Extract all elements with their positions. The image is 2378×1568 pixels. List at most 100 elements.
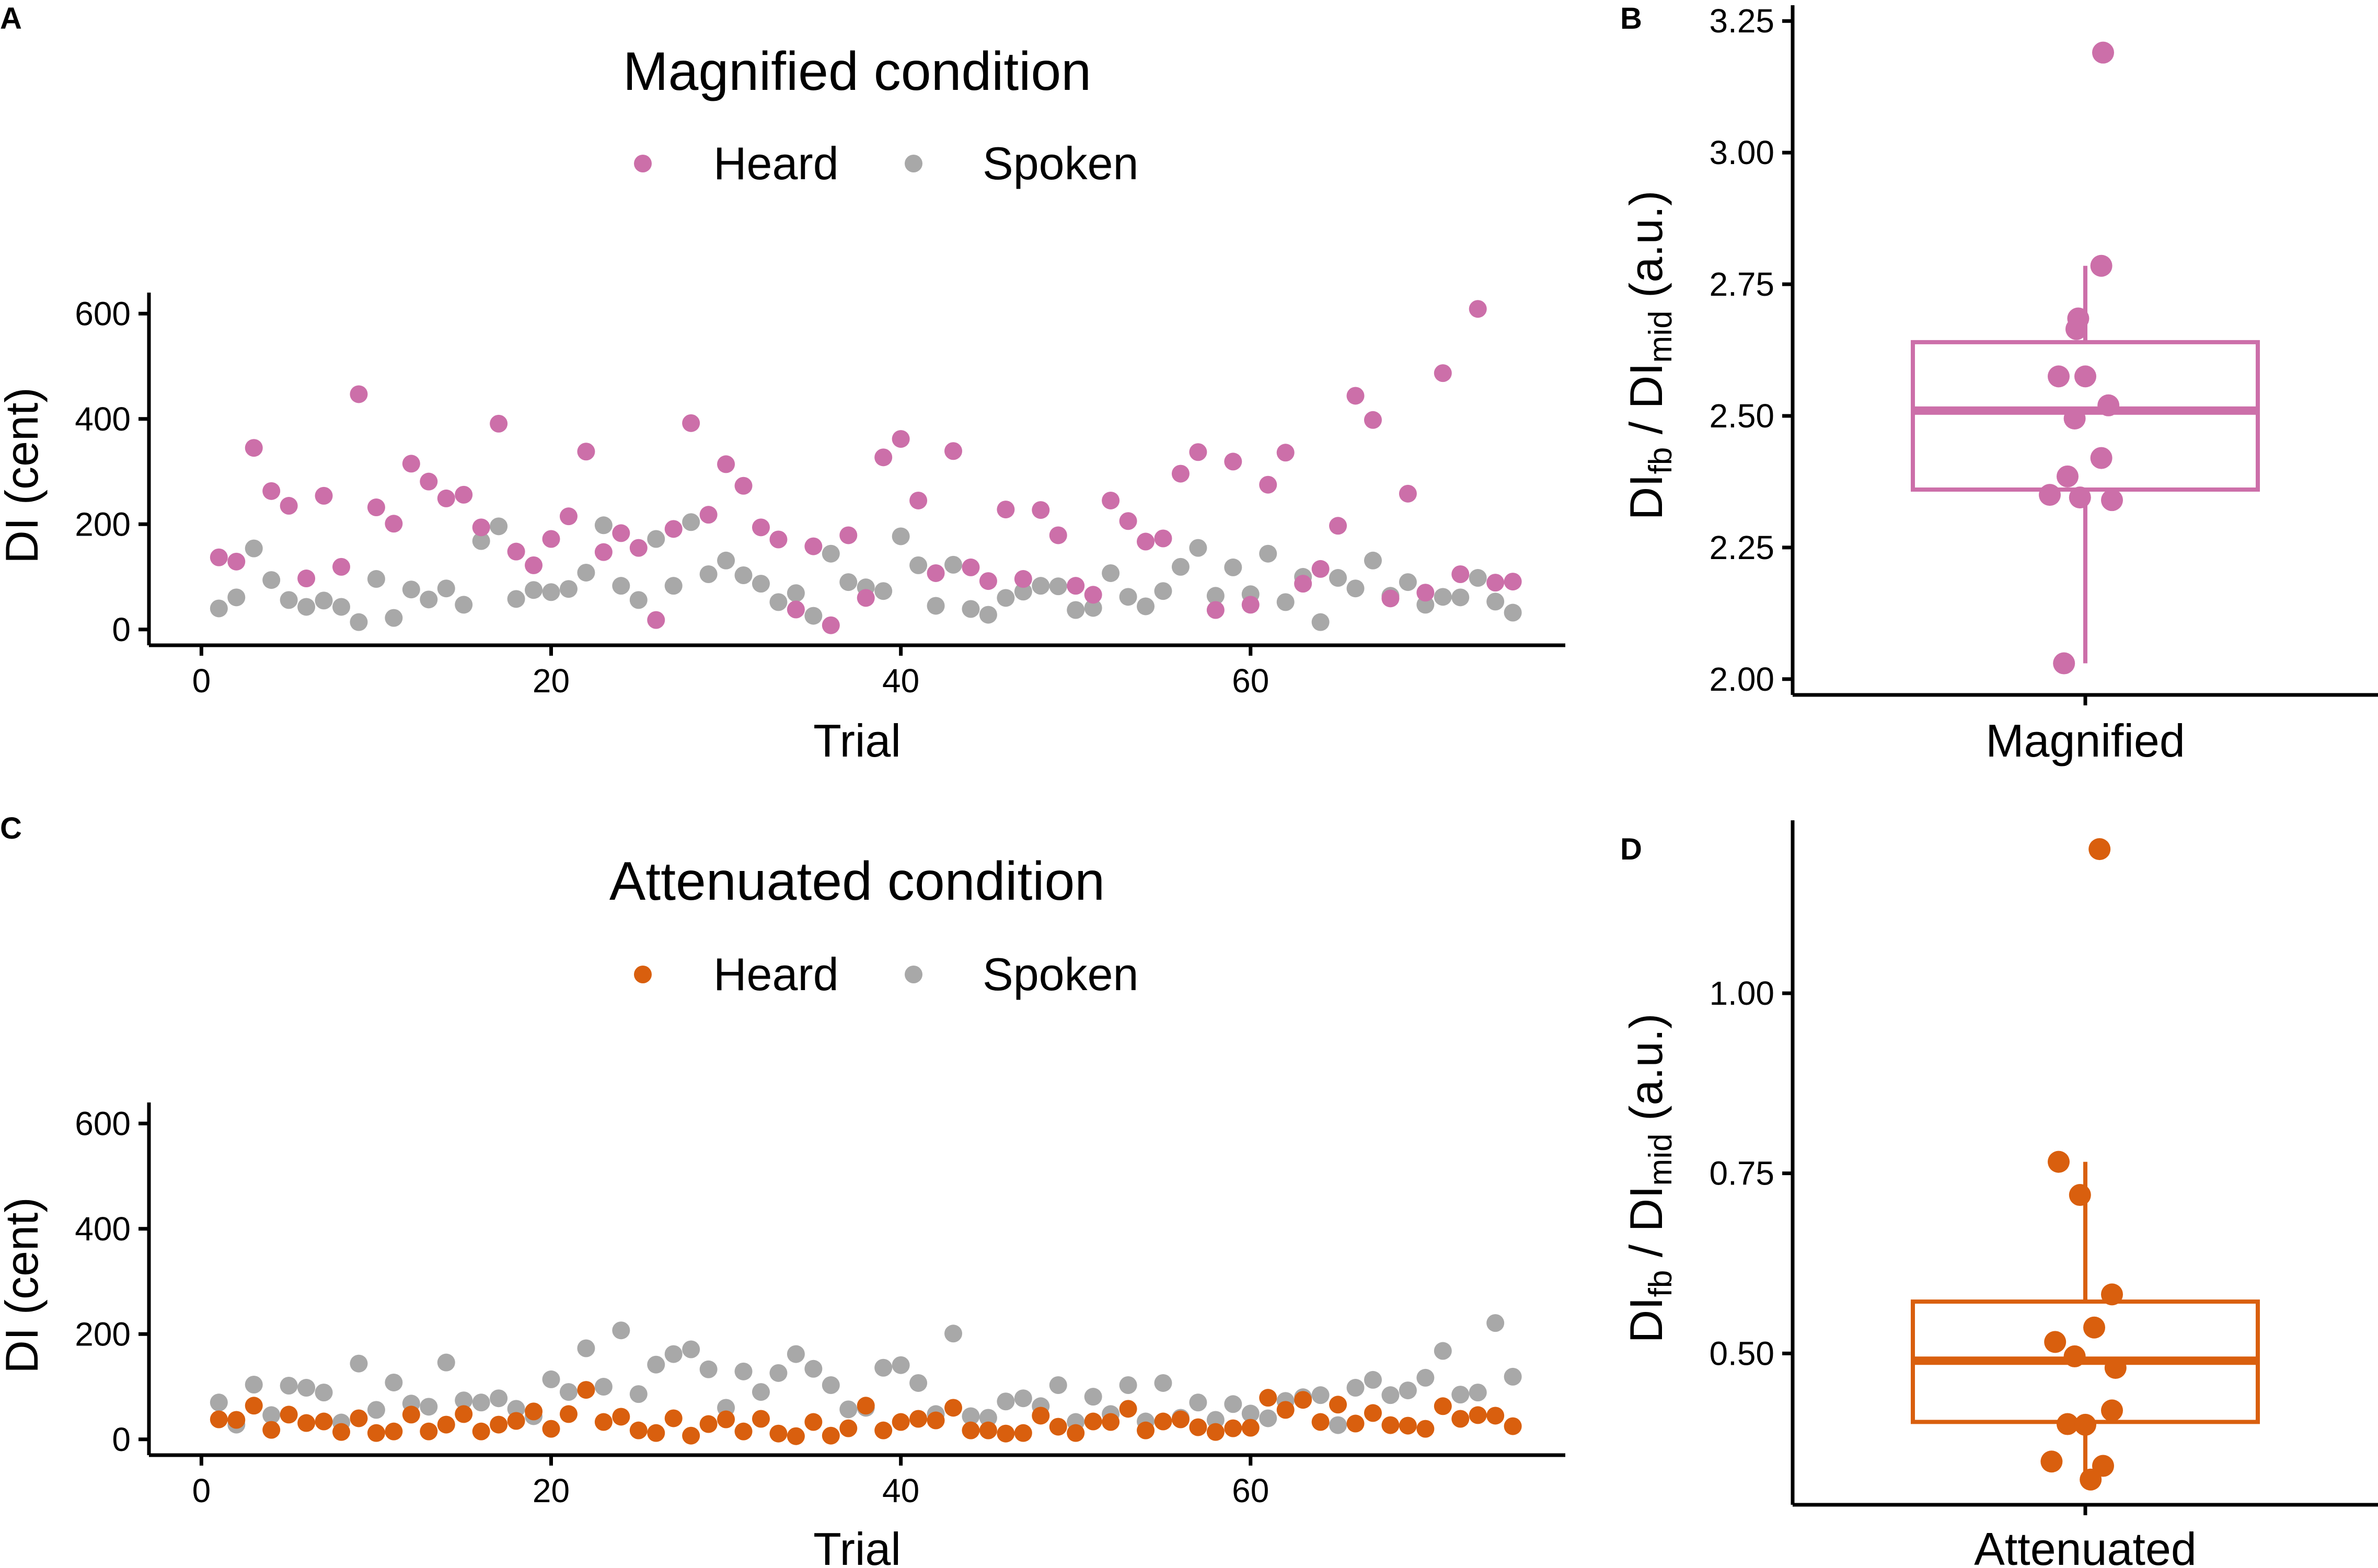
x-axis-title-a: Trial xyxy=(813,715,901,766)
point-spoken xyxy=(367,1401,385,1419)
point-heard xyxy=(892,1413,910,1431)
y-tick-label: 2.75 xyxy=(1709,265,1774,303)
point-heard xyxy=(944,1399,963,1417)
point-spoken xyxy=(525,581,543,599)
point-spoken xyxy=(420,590,438,609)
point-spoken xyxy=(647,1355,665,1374)
point-heard xyxy=(612,524,630,542)
point-heard xyxy=(525,556,543,574)
data-point xyxy=(2053,652,2075,675)
point-spoken xyxy=(892,1356,910,1374)
point-heard xyxy=(1294,1391,1312,1409)
point-heard xyxy=(1329,517,1347,535)
point-spoken xyxy=(944,1325,963,1343)
iqr-box xyxy=(1911,340,2260,492)
data-point xyxy=(2065,318,2087,340)
point-spoken xyxy=(1364,551,1382,570)
point-heard xyxy=(542,1420,560,1438)
point-heard xyxy=(1067,577,1085,595)
point-spoken xyxy=(594,516,613,535)
point-spoken xyxy=(752,1383,770,1401)
data-point xyxy=(2088,838,2111,861)
point-heard xyxy=(1294,575,1312,593)
point-spoken xyxy=(1399,1381,1417,1400)
point-spoken xyxy=(874,1358,893,1377)
point-heard xyxy=(1346,1414,1365,1433)
point-spoken xyxy=(1416,1368,1435,1387)
point-spoken xyxy=(664,1345,683,1363)
point-heard xyxy=(1276,444,1295,462)
point-spoken xyxy=(577,1339,595,1357)
point-heard xyxy=(1014,570,1032,588)
point-spoken xyxy=(682,513,700,531)
point-spoken xyxy=(1102,564,1120,582)
point-heard xyxy=(507,542,525,561)
point-spoken xyxy=(245,539,263,557)
chart-title-attenuated: Attenuated condition xyxy=(609,851,1105,912)
point-heard xyxy=(997,501,1015,519)
scatter-plot-c: 0 200 400 600 0 20 40 60 xyxy=(75,1102,1565,1509)
point-heard xyxy=(717,1410,735,1428)
point-spoken xyxy=(734,1362,753,1380)
point-spoken xyxy=(1346,1379,1365,1397)
point-spoken xyxy=(1311,613,1330,631)
point-spoken xyxy=(1329,1416,1347,1434)
point-spoken xyxy=(227,588,246,607)
point-heard xyxy=(962,1421,980,1439)
point-spoken xyxy=(909,1374,928,1392)
point-heard xyxy=(367,1424,385,1442)
point-heard xyxy=(1119,1400,1137,1418)
data-point xyxy=(2039,484,2061,506)
panel-letter-b: B xyxy=(1620,2,1642,36)
point-heard xyxy=(822,1426,840,1445)
point-heard xyxy=(682,414,700,432)
point-heard xyxy=(857,1397,875,1415)
point-heard xyxy=(262,1421,281,1439)
point-heard xyxy=(1399,1416,1417,1435)
panel-c-scatter: C Attenuated condition Heard Spoken 0200… xyxy=(0,811,1565,1568)
point-heard xyxy=(332,557,351,576)
point-spoken xyxy=(280,591,298,609)
point-spoken xyxy=(577,563,595,582)
point-spoken xyxy=(350,613,368,631)
point-spoken xyxy=(1381,1386,1400,1404)
point-heard xyxy=(1084,586,1102,604)
y-tick-label: 0 xyxy=(112,1421,131,1458)
x-tick-label: 0 xyxy=(192,662,211,700)
data-point xyxy=(2090,447,2113,469)
point-spoken xyxy=(682,1340,700,1358)
y-axis-title-c: DI (cent) xyxy=(0,1197,48,1373)
point-heard xyxy=(1329,1396,1347,1414)
point-spoken xyxy=(839,1400,858,1419)
point-heard xyxy=(717,455,735,473)
point-heard xyxy=(1504,573,1522,591)
point-heard xyxy=(332,1423,351,1441)
point-heard xyxy=(1084,1412,1102,1431)
point-spoken xyxy=(1206,587,1225,605)
point-spoken xyxy=(280,1377,298,1395)
point-spoken xyxy=(1049,1376,1067,1395)
point-spoken xyxy=(594,1378,613,1396)
point-heard xyxy=(1137,532,1155,551)
point-heard xyxy=(787,1427,805,1445)
point-spoken xyxy=(542,1370,560,1388)
y-axis-title-a: DI (cent) xyxy=(0,387,48,563)
y-tick-label: 200 xyxy=(75,505,131,543)
point-heard xyxy=(559,1405,578,1423)
point-spoken xyxy=(664,577,683,595)
point-heard xyxy=(769,1424,788,1443)
legend-spoken-marker xyxy=(905,155,922,172)
point-heard xyxy=(402,455,420,473)
data-point xyxy=(2069,486,2091,509)
point-spoken xyxy=(1364,1370,1382,1389)
point-spoken xyxy=(1084,599,1102,617)
point-spoken xyxy=(262,1406,281,1424)
point-heard xyxy=(1451,565,1470,583)
point-heard xyxy=(822,616,840,634)
point-spoken xyxy=(1399,573,1417,591)
point-heard xyxy=(210,548,228,566)
point-spoken xyxy=(1119,1376,1137,1395)
point-heard xyxy=(1154,1412,1172,1431)
point-heard xyxy=(227,552,246,571)
